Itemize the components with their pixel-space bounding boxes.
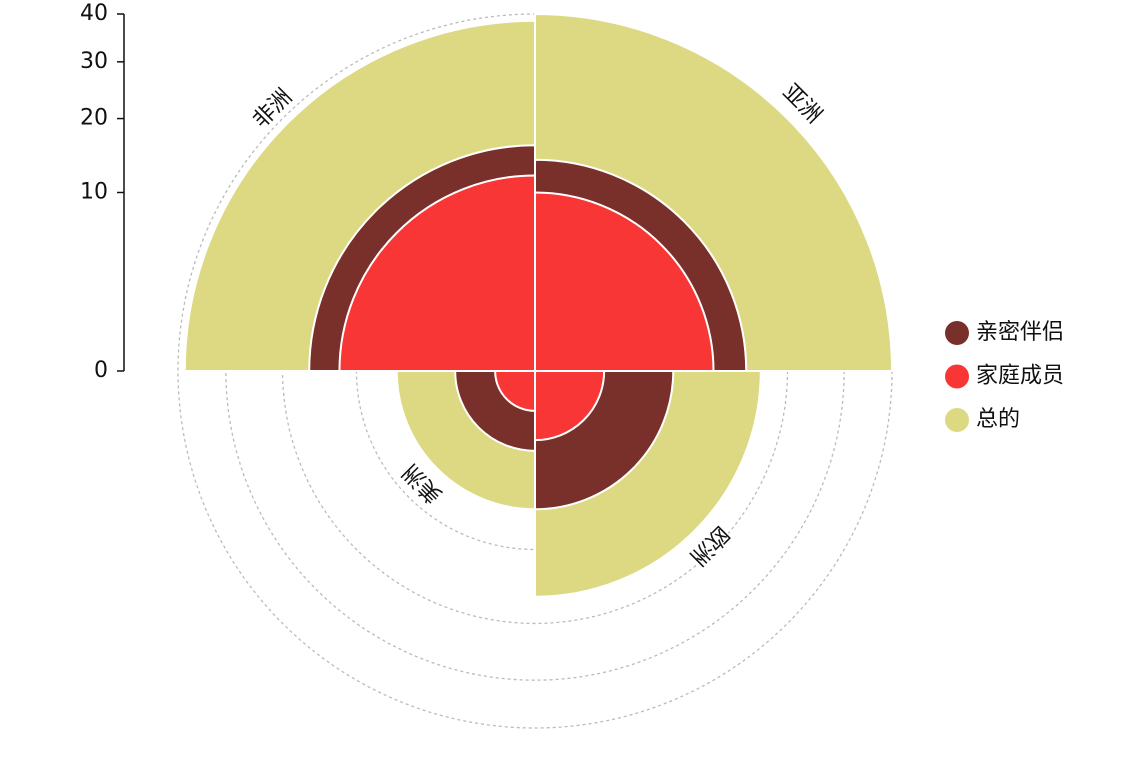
legend-label: 家庭成员 [976,364,1064,389]
legend-swatch [945,408,969,432]
radial-bar [534,191,715,372]
legend-swatch [945,321,969,345]
radial-bar [494,370,536,412]
legend-label: 总的 [976,407,1020,432]
y-tick-label: 10 [80,180,108,205]
y-tick-label: 30 [80,49,108,74]
legend-item: 亲密伴侣 [945,320,1064,345]
legend-item: 家庭成员 [945,364,1064,389]
radial-bar [534,370,606,442]
y-tick-label: 0 [94,358,108,383]
legend-item: 总的 [945,407,1020,432]
y-tick-label: 40 [80,1,108,26]
y-tick-label: 20 [80,106,108,131]
radial-bar [338,174,536,372]
legend-swatch [945,364,969,389]
legend-label: 亲密伴侣 [976,320,1064,345]
